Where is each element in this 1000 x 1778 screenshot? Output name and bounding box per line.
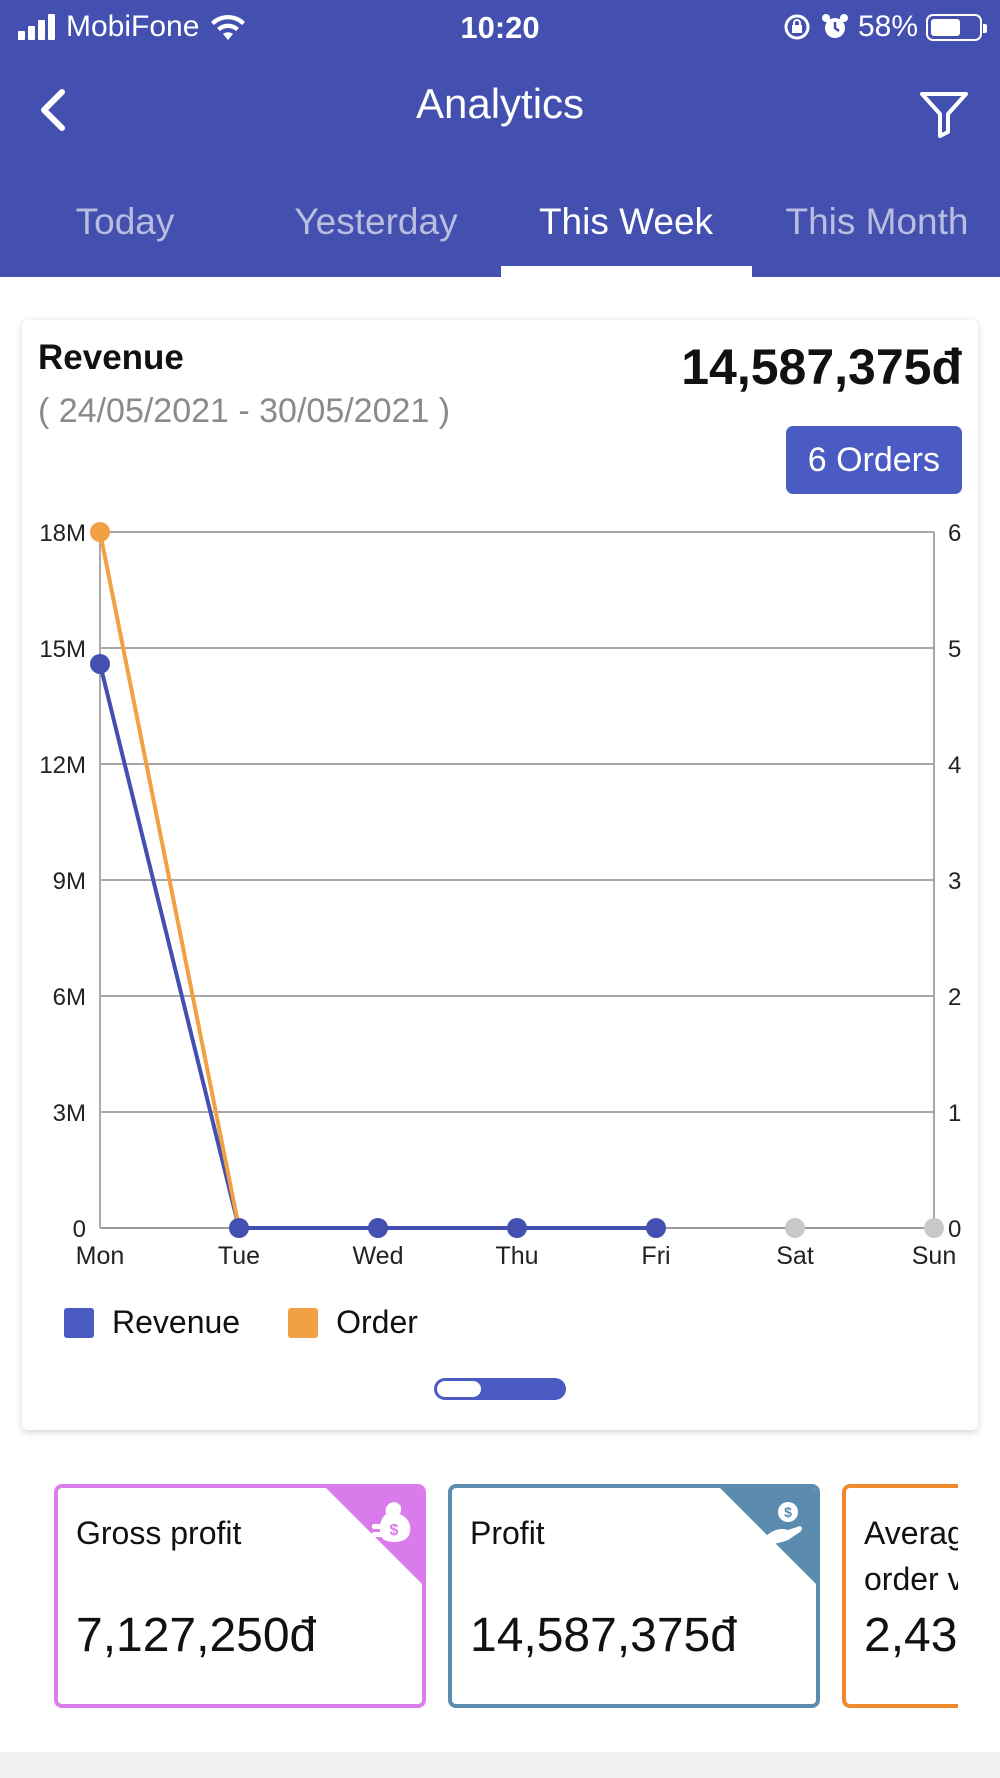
filter-button[interactable]	[918, 88, 970, 140]
rotation-lock-icon	[784, 14, 810, 40]
period-tabs: Today Yesterday This Week This Month	[0, 185, 1000, 277]
active-tab-indicator	[501, 266, 752, 277]
legend-swatch-revenue	[64, 1307, 94, 1338]
stat-value: 14,587,375đ	[470, 1609, 737, 1662]
hand-money-icon: $	[720, 1488, 816, 1584]
tab-today[interactable]: Today	[75, 201, 175, 242]
money-bag-icon: $	[326, 1488, 422, 1584]
svg-text:$: $	[784, 1504, 792, 1520]
tab-this-week[interactable]: This Week	[538, 201, 714, 242]
stat-card-average-order-value[interactable]: Average order value 2,43	[842, 1484, 958, 1708]
status-right: 58%	[782, 10, 987, 44]
nav-bar: Analytics	[0, 66, 1000, 156]
battery-icon	[926, 13, 987, 41]
stat-label: Profit	[470, 1515, 545, 1551]
pager-dot	[437, 1381, 481, 1397]
status-left: MobiFone	[18, 10, 247, 44]
chart-legend: Revenue Order	[64, 1304, 466, 1341]
stat-card-gross-profit[interactable]: $ Gross profit 7,127,250đ	[54, 1484, 426, 1708]
page-title: Analytics	[415, 80, 585, 127]
revenue-card: Revenue ( 24/05/2021 - 30/05/2021 ) 14,5…	[22, 320, 978, 1430]
wifi-icon	[211, 14, 246, 40]
tab-this-month[interactable]: This Month	[785, 201, 969, 242]
back-button[interactable]	[28, 80, 84, 140]
stat-value: 2,43	[864, 1609, 958, 1662]
legend-revenue[interactable]: Revenue	[64, 1304, 240, 1341]
stat-cards: $ Gross profit 7,127,250đ $ Profit 14,58…	[0, 1484, 958, 1708]
legend-swatch-order	[288, 1307, 319, 1338]
revenue-title: Revenue	[38, 338, 184, 377]
legend-order[interactable]: Order	[288, 1304, 418, 1341]
revenue-total: 14,587,375đ	[681, 339, 962, 395]
stat-label: Average order value	[864, 1515, 958, 1597]
bottom-strip	[0, 1752, 1000, 1778]
legend-label-revenue: Revenue	[112, 1304, 241, 1340]
stat-card-profit[interactable]: $ Profit 14,587,375đ	[448, 1484, 820, 1708]
orders-button[interactable]: 6 Orders	[785, 426, 962, 494]
signal-icon	[18, 14, 58, 40]
date-range: ( 24/05/2021 - 30/05/2021 )	[38, 392, 451, 430]
svg-text:$: $	[390, 1522, 399, 1539]
legend-label-order: Order	[336, 1304, 418, 1340]
stat-value: 7,127,250đ	[76, 1609, 317, 1662]
carrier-name: MobiFone	[66, 10, 200, 43]
app-header: MobiFone 10:20 58%	[0, 0, 1000, 277]
alarm-icon	[821, 14, 848, 38]
status-bar: MobiFone 10:20 58%	[0, 0, 1000, 56]
stat-label: Gross profit	[76, 1515, 242, 1551]
battery-percent: 58%	[857, 10, 918, 43]
chart-pager[interactable]	[434, 1378, 566, 1400]
status-time: 10:20	[460, 10, 540, 45]
tab-yesterday[interactable]: Yesterday	[294, 201, 458, 242]
